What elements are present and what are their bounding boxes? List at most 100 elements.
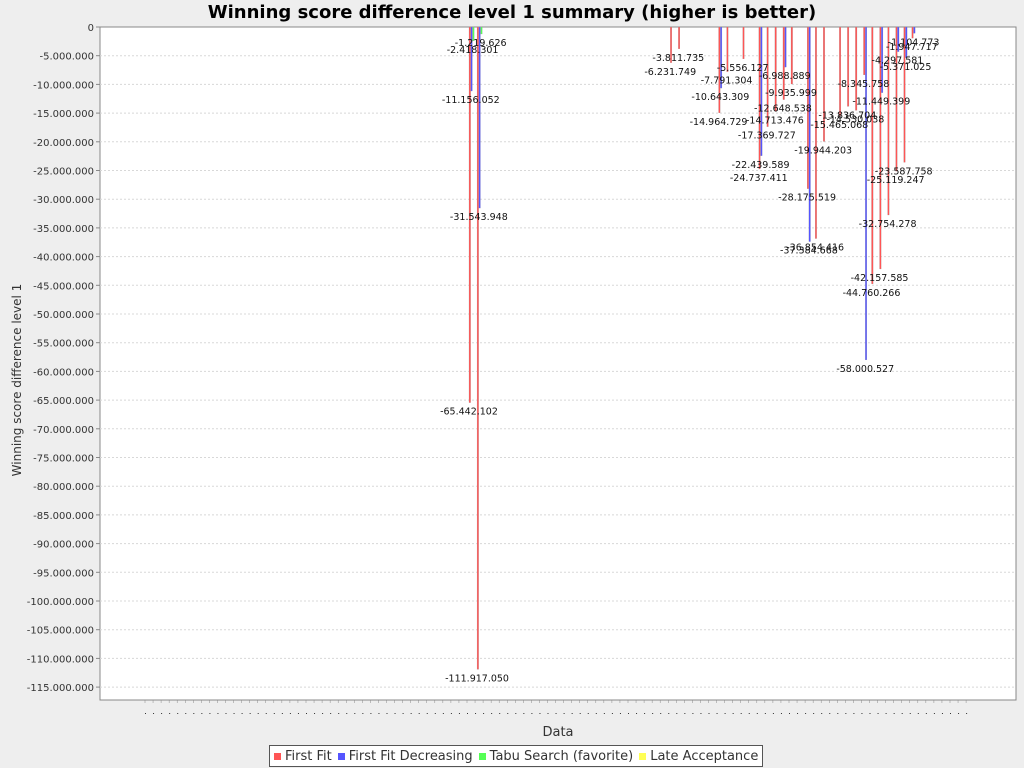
x-tick-label xyxy=(386,713,388,714)
bar-value-label: -37.384.668 xyxy=(780,246,838,257)
y-tick-label: -60.000.000 xyxy=(33,367,94,378)
x-tick-label xyxy=(869,713,871,714)
bar-value-label: -14.530.038 xyxy=(826,114,884,125)
bar-value-label: -5.371.025 xyxy=(880,62,932,73)
x-tick-label xyxy=(740,713,742,714)
x-tick-label xyxy=(418,713,420,714)
bar xyxy=(774,26,777,112)
x-tick-label xyxy=(499,713,501,714)
plot-background xyxy=(99,26,1017,701)
x-tick-label xyxy=(603,713,605,714)
x-axis-ticks xyxy=(144,700,968,714)
x-tick-label xyxy=(837,713,839,714)
y-tick-label: -95.000.000 xyxy=(33,568,94,579)
y-tick-label: -55.000.000 xyxy=(33,339,94,350)
x-tick-label xyxy=(410,713,412,714)
bar xyxy=(903,26,906,163)
bar-value-label: -14.713.476 xyxy=(746,115,804,126)
legend-item-tabu-search[interactable]: Tabu Search (favorite) xyxy=(478,748,634,764)
y-tick-label: -15.000.000 xyxy=(33,109,94,120)
bar xyxy=(911,26,914,39)
bar xyxy=(887,26,890,216)
legend-label-tabu-search: Tabu Search (favorite) xyxy=(489,748,634,764)
y-tick-label: -115.000.000 xyxy=(27,683,94,694)
y-tick-label: -40.000.000 xyxy=(33,253,94,264)
legend-item-late-acceptance[interactable]: Late Acceptance xyxy=(639,749,758,764)
x-tick-label xyxy=(845,713,847,714)
x-tick-label xyxy=(161,713,163,714)
legend-item-first-fit-decreasing[interactable]: First Fit Decreasing xyxy=(337,749,473,764)
bar-value-label: -23.587.758 xyxy=(875,166,933,177)
x-tick-label xyxy=(764,713,766,714)
x-tick-label xyxy=(772,713,774,714)
x-tick-label xyxy=(563,713,565,714)
bar xyxy=(871,26,874,285)
x-tick-label xyxy=(297,713,299,714)
x-tick-label xyxy=(917,713,919,714)
x-tick-label xyxy=(716,713,718,714)
legend-swatch-first-fit xyxy=(274,752,281,760)
bar xyxy=(670,26,672,63)
x-tick-label xyxy=(732,713,734,714)
bar xyxy=(766,26,769,127)
x-tick-label xyxy=(145,713,146,714)
bar-series xyxy=(468,26,916,670)
y-tick-label: -35.000.000 xyxy=(33,224,94,235)
x-tick-label xyxy=(201,713,203,714)
y-tick-label: -5.000.000 xyxy=(39,52,94,63)
x-tick-label xyxy=(346,713,348,714)
bar xyxy=(760,26,763,156)
x-tick-label xyxy=(692,713,694,714)
bar-value-label: -6.231.749 xyxy=(644,67,696,78)
x-tick-label xyxy=(217,713,219,714)
x-tick-label xyxy=(314,713,316,714)
bar-value-label: -17.369.727 xyxy=(738,131,796,142)
x-tick-label xyxy=(619,713,621,714)
bar-value-label: -9.935.999 xyxy=(765,88,817,99)
bar-value-labels: -65.442.102 -11.156.052 -111.917.050 -31.54… xyxy=(440,37,939,684)
x-tick-label xyxy=(555,713,557,714)
bar xyxy=(823,26,825,142)
x-tick-label xyxy=(185,713,187,714)
bar-value-label: -28.175.519 xyxy=(778,193,836,204)
x-tick-label xyxy=(370,713,372,714)
y-tick-label: -50.000.000 xyxy=(33,310,94,321)
x-tick-label xyxy=(249,713,251,714)
bar xyxy=(863,26,866,76)
x-tick-label xyxy=(644,713,646,714)
x-tick-label xyxy=(322,713,324,714)
bar-value-label: -24.737.411 xyxy=(730,173,788,184)
x-tick-label xyxy=(595,713,597,714)
bar-value-label: -14.964.729 xyxy=(690,117,748,128)
legend-swatch-first-fit-decreasing xyxy=(337,752,345,760)
x-tick-label xyxy=(684,713,686,714)
bar-value-label: -32.754.278 xyxy=(859,219,917,230)
x-tick-label xyxy=(177,713,179,714)
bar xyxy=(782,26,785,100)
bar xyxy=(847,26,850,107)
bar xyxy=(742,26,745,59)
legend-swatch-late-acceptance xyxy=(639,752,647,760)
x-tick-label xyxy=(442,713,444,714)
y-tick-label: -85.000.000 xyxy=(33,511,94,522)
bar-value-label: -10.643.309 xyxy=(691,92,749,103)
bar xyxy=(879,26,882,270)
bar xyxy=(808,26,811,242)
legend-item-first-fit[interactable]: First Fit xyxy=(274,749,332,764)
x-tick-label xyxy=(668,713,670,714)
x-tick-label xyxy=(805,713,807,714)
y-tick-label: -70.000.000 xyxy=(33,425,94,436)
bar-value-label: -58.000.527 xyxy=(836,364,894,375)
x-tick-label xyxy=(547,713,549,714)
bar-value-label: -8.345.758 xyxy=(838,79,890,90)
x-tick-label xyxy=(153,713,155,714)
bar-value-label: -2.418.301 xyxy=(447,45,499,56)
y-tick-label: -75.000.000 xyxy=(33,454,94,465)
bar-value-label: -6.988.889 xyxy=(759,71,811,82)
bar xyxy=(470,26,473,92)
bar-value-label: -36.854.416 xyxy=(786,243,844,254)
bar-value-label: -7.791.304 xyxy=(701,76,753,87)
bar xyxy=(720,26,723,89)
x-tick-label xyxy=(241,713,243,714)
x-tick-label xyxy=(958,713,960,714)
